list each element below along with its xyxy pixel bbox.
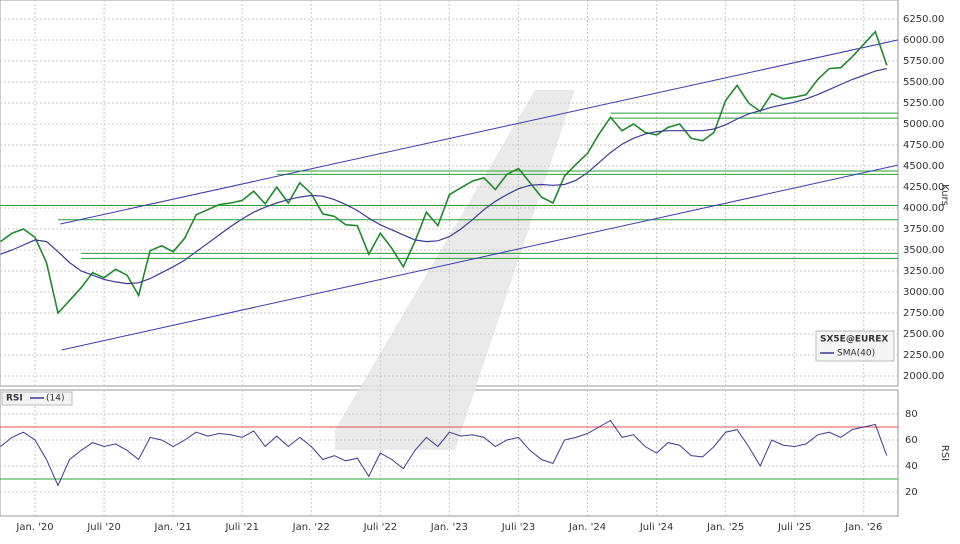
y-tick-label: 4500.00 bbox=[903, 161, 944, 172]
rsi-tick-label: 80 bbox=[905, 409, 918, 420]
sma-line bbox=[0, 68, 887, 285]
x-tick-label: Juli '21 bbox=[224, 522, 259, 533]
y-tick-label: 2750.00 bbox=[903, 308, 944, 319]
rsi-tick-label: 20 bbox=[905, 487, 918, 498]
x-tick-label: Juli '20 bbox=[86, 522, 121, 533]
legend-entry: SX5E@EUREX bbox=[820, 335, 888, 345]
y-tick-label: 5250.00 bbox=[903, 98, 944, 109]
y-tick-label: 2000.00 bbox=[903, 371, 944, 382]
y-axis-title: Kurs bbox=[939, 184, 950, 206]
x-tick-label: Jan. '22 bbox=[292, 522, 330, 533]
y-tick-label: 4750.00 bbox=[903, 140, 944, 151]
rsi-title: RSI bbox=[6, 394, 23, 404]
y-tick-label: 2500.00 bbox=[903, 329, 944, 340]
y-tick-label: 3500.00 bbox=[903, 245, 944, 256]
watermark bbox=[335, 90, 575, 450]
y-tick-label: 3250.00 bbox=[903, 266, 944, 277]
x-tick-label: Juli '23 bbox=[501, 522, 536, 533]
x-tick-label: Jan. '23 bbox=[430, 522, 468, 533]
y-tick-label: 6000.00 bbox=[903, 35, 944, 46]
rsi-axis-title: RSI bbox=[939, 445, 950, 461]
legend-entry: SMA(40) bbox=[837, 349, 875, 359]
x-tick-label: Jan. '25 bbox=[706, 522, 744, 533]
rsi-legend-entry: (14) bbox=[46, 394, 64, 404]
y-tick-label: 2250.00 bbox=[903, 350, 944, 361]
plot-layer: 2000.00 2250.00 2500.00 2750.00 3000.00 3250.… bbox=[0, 0, 944, 533]
y-tick-label: 5750.00 bbox=[903, 56, 944, 67]
x-tick-label: Juli '25 bbox=[777, 522, 812, 533]
x-tick-label: Jan. '21 bbox=[154, 522, 192, 533]
y-tick-label: 4000.00 bbox=[903, 203, 944, 214]
y-tick-label: 5500.00 bbox=[903, 77, 944, 88]
x-tick-label: Jan. '20 bbox=[15, 522, 53, 533]
x-tick-label: Juli '22 bbox=[363, 522, 398, 533]
rsi-line bbox=[0, 419, 888, 487]
price-line bbox=[0, 30, 888, 315]
rsi-tick-label: 60 bbox=[905, 435, 918, 446]
x-tick-label: Juli '24 bbox=[639, 522, 674, 533]
y-tick-label: 4250.00 bbox=[903, 182, 944, 193]
rsi-tick-label: 40 bbox=[905, 461, 918, 472]
y-tick-label: 3000.00 bbox=[903, 287, 944, 298]
trendline bbox=[61, 164, 898, 351]
y-tick-label: 5000.00 bbox=[903, 119, 944, 130]
y-tick-label: 3750.00 bbox=[903, 224, 944, 235]
y-tick-label: 6250.00 bbox=[903, 14, 944, 25]
trendline bbox=[60, 39, 898, 225]
x-tick-label: Jan. '26 bbox=[844, 522, 882, 533]
x-tick-label: Jan. '24 bbox=[568, 522, 606, 533]
legend-box bbox=[815, 330, 895, 362]
